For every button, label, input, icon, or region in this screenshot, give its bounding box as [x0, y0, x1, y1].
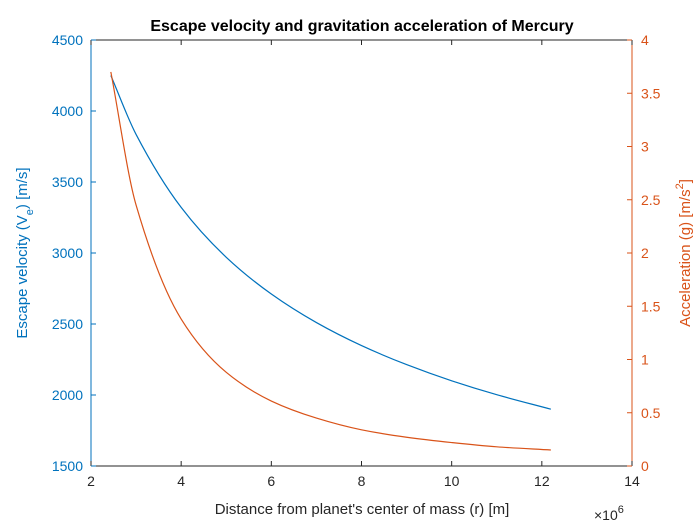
- y-left-tick-label: 2500: [52, 316, 83, 332]
- y-left-tick-label: 3500: [52, 174, 83, 190]
- x-tick-label: 10: [444, 473, 460, 489]
- y-right-tick-label: 0: [641, 458, 649, 474]
- y-left-tick-label: 3000: [52, 245, 83, 261]
- chart-title: Escape velocity and gravitation accelera…: [150, 18, 573, 35]
- x-tick-label: 4: [177, 473, 185, 489]
- y-right-tick-label: 0.5: [641, 405, 661, 421]
- y-right-tick-label: 3: [641, 139, 649, 155]
- y-right-tick-label: 1.5: [641, 298, 661, 314]
- y-right-tick-label: 2.5: [641, 192, 661, 208]
- y-right-label-sup: 2: [674, 183, 686, 189]
- x-tick-label: 2: [87, 473, 95, 489]
- y-right-tick-label: 3.5: [641, 85, 661, 101]
- y-left-tick-label: 4500: [52, 32, 83, 48]
- acceleration-line: [110, 71, 551, 451]
- x-exponent-label: ×106: [594, 504, 624, 523]
- x-exponent-base: ×10: [594, 507, 618, 523]
- y-left-label-post: ) [m/s]: [14, 167, 31, 209]
- y-left-axis-label: Escape velocity (Ve) [m/s]: [14, 167, 36, 338]
- y-left-tick-label: 4000: [52, 103, 83, 119]
- y-right-tick-label: 1: [641, 352, 649, 368]
- y-right-axis-label: Acceleration (g) [m/s2]: [674, 179, 694, 327]
- x-tick-label: 12: [534, 473, 550, 489]
- y-left-tick-label: 2000: [52, 387, 83, 403]
- y-left-label-sub: e: [24, 209, 36, 215]
- y-left-label-pre: Escape velocity (V: [14, 215, 31, 338]
- y-right-tick-label: 4: [641, 32, 649, 48]
- x-tick-label: 8: [358, 473, 366, 489]
- x-tick-label: 6: [267, 473, 275, 489]
- y-left-tick-label: 1500: [52, 458, 83, 474]
- x-tick-label: 14: [624, 473, 640, 489]
- y-right-tick-label: 2: [641, 245, 649, 261]
- escape-velocity-line: [110, 75, 552, 410]
- x-exponent-power: 6: [618, 504, 624, 516]
- x-axis-label: Distance from planet's center of mass (r…: [215, 501, 510, 518]
- y-right-label-pre: Acceleration (g) [m/s: [677, 189, 694, 327]
- plot-area: [91, 40, 632, 466]
- y-right-label-post: ]: [677, 179, 694, 183]
